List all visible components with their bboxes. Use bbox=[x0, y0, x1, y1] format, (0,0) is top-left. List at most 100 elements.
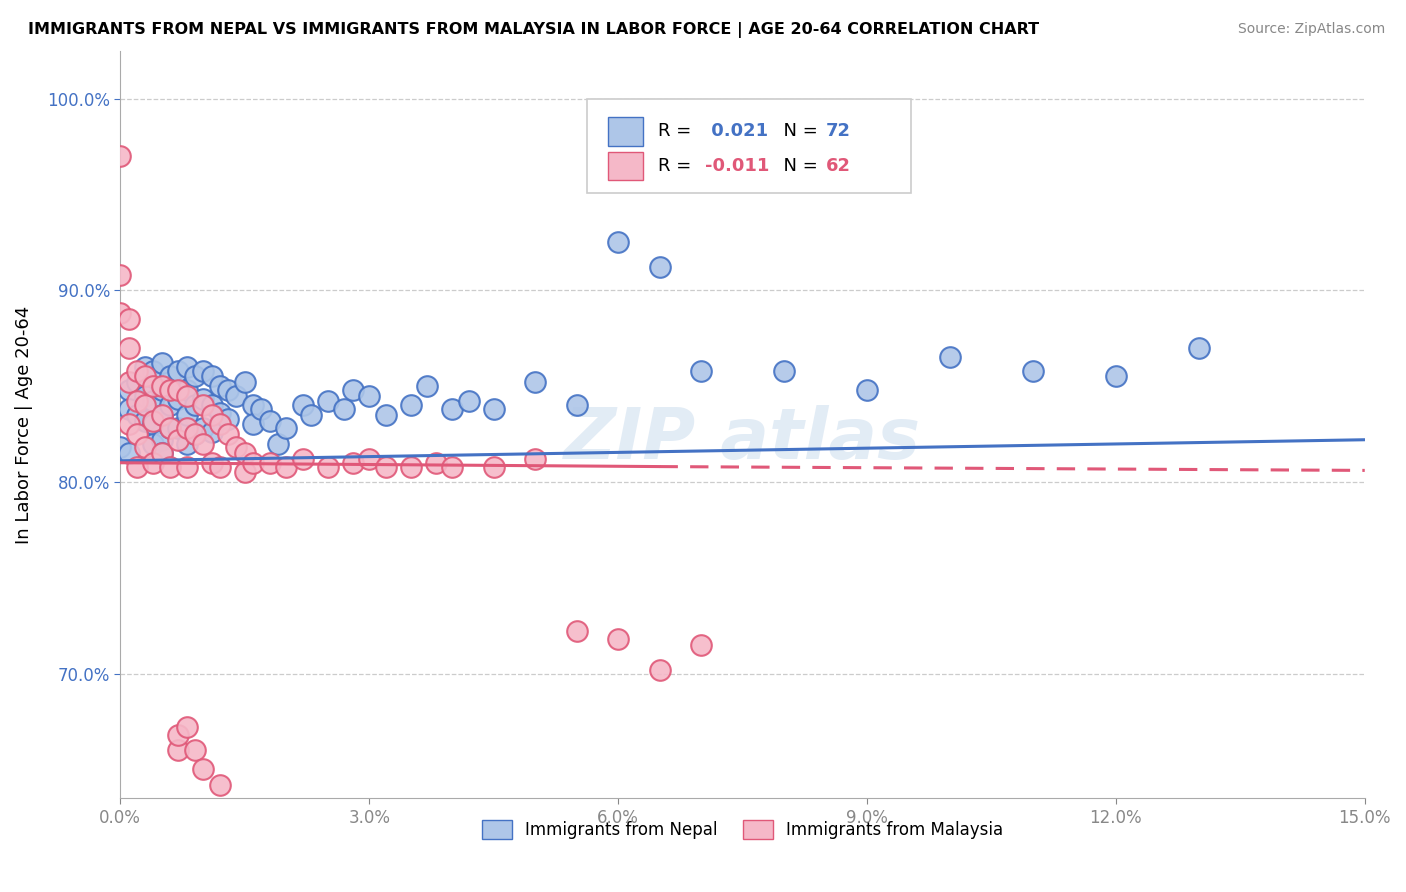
Text: 62: 62 bbox=[825, 157, 851, 175]
Bar bbox=[609, 117, 643, 145]
Point bbox=[167, 433, 190, 447]
Point bbox=[299, 408, 322, 422]
Y-axis label: In Labor Force | Age 20-64: In Labor Force | Age 20-64 bbox=[15, 305, 32, 543]
Point bbox=[134, 359, 156, 374]
FancyBboxPatch shape bbox=[586, 99, 911, 193]
Point bbox=[117, 417, 139, 432]
Point bbox=[110, 441, 132, 455]
Legend: Immigrants from Nepal, Immigrants from Malaysia: Immigrants from Nepal, Immigrants from M… bbox=[475, 814, 1010, 846]
Point bbox=[150, 408, 173, 422]
Point bbox=[193, 398, 215, 412]
Point bbox=[134, 413, 156, 427]
Point bbox=[125, 394, 148, 409]
Point bbox=[524, 376, 547, 390]
Point bbox=[134, 389, 156, 403]
Text: R =: R = bbox=[658, 122, 697, 140]
Point bbox=[1188, 341, 1211, 355]
Point bbox=[374, 459, 396, 474]
Point bbox=[250, 402, 273, 417]
Text: N =: N = bbox=[772, 122, 824, 140]
Point bbox=[150, 356, 173, 370]
Point bbox=[200, 408, 222, 422]
Point bbox=[117, 446, 139, 460]
Point bbox=[217, 427, 239, 442]
Point bbox=[134, 369, 156, 384]
Point bbox=[142, 456, 165, 470]
Point bbox=[242, 456, 264, 470]
Point bbox=[193, 436, 215, 450]
Point bbox=[110, 268, 132, 282]
Point bbox=[267, 436, 290, 450]
Point bbox=[125, 376, 148, 390]
Point bbox=[399, 398, 422, 412]
Point bbox=[150, 433, 173, 447]
Point bbox=[176, 383, 198, 397]
Point bbox=[117, 383, 139, 397]
Point bbox=[856, 383, 879, 397]
Point bbox=[167, 728, 190, 742]
Text: 72: 72 bbox=[825, 122, 851, 140]
Text: Source: ZipAtlas.com: Source: ZipAtlas.com bbox=[1237, 22, 1385, 37]
Point bbox=[242, 417, 264, 432]
Point bbox=[150, 383, 173, 397]
Point bbox=[150, 408, 173, 422]
Text: N =: N = bbox=[772, 157, 824, 175]
Text: IMMIGRANTS FROM NEPAL VS IMMIGRANTS FROM MALAYSIA IN LABOR FORCE | AGE 20-64 COR: IMMIGRANTS FROM NEPAL VS IMMIGRANTS FROM… bbox=[28, 22, 1039, 38]
Point bbox=[441, 402, 464, 417]
Point bbox=[184, 369, 207, 384]
Point bbox=[208, 778, 231, 792]
Point bbox=[142, 413, 165, 427]
Point bbox=[110, 306, 132, 320]
Point bbox=[524, 451, 547, 466]
Point bbox=[291, 451, 314, 466]
Point bbox=[316, 394, 339, 409]
Point bbox=[117, 341, 139, 355]
Point bbox=[259, 456, 281, 470]
Point bbox=[184, 398, 207, 412]
Point bbox=[374, 408, 396, 422]
Point bbox=[159, 421, 181, 435]
Point bbox=[142, 417, 165, 432]
Bar bbox=[609, 152, 643, 180]
Text: ZIP atlas: ZIP atlas bbox=[564, 405, 921, 474]
Point bbox=[176, 421, 198, 435]
Point bbox=[399, 459, 422, 474]
Point bbox=[200, 369, 222, 384]
Point bbox=[607, 632, 630, 646]
Point bbox=[167, 392, 190, 407]
Point bbox=[233, 376, 256, 390]
Point bbox=[142, 364, 165, 378]
Point bbox=[159, 369, 181, 384]
Point bbox=[193, 421, 215, 435]
Point bbox=[276, 459, 298, 474]
Point bbox=[193, 364, 215, 378]
Point bbox=[117, 376, 139, 390]
Point bbox=[167, 421, 190, 435]
Point bbox=[225, 389, 247, 403]
Point bbox=[208, 379, 231, 393]
Point bbox=[134, 398, 156, 412]
Point bbox=[457, 394, 479, 409]
Point bbox=[125, 459, 148, 474]
Point bbox=[125, 364, 148, 378]
Point bbox=[142, 394, 165, 409]
Point bbox=[142, 436, 165, 450]
Point bbox=[167, 383, 190, 397]
Point bbox=[773, 364, 796, 378]
Point bbox=[276, 421, 298, 435]
Point bbox=[225, 441, 247, 455]
Text: 0.021: 0.021 bbox=[706, 122, 768, 140]
Point bbox=[150, 446, 173, 460]
Point bbox=[217, 383, 239, 397]
Point bbox=[117, 402, 139, 417]
Point bbox=[482, 402, 505, 417]
Point bbox=[134, 441, 156, 455]
Point bbox=[648, 663, 671, 677]
Text: R =: R = bbox=[658, 157, 697, 175]
Point bbox=[242, 398, 264, 412]
Point bbox=[125, 408, 148, 422]
Point bbox=[200, 456, 222, 470]
Point bbox=[416, 379, 439, 393]
Point bbox=[159, 459, 181, 474]
Point bbox=[176, 459, 198, 474]
